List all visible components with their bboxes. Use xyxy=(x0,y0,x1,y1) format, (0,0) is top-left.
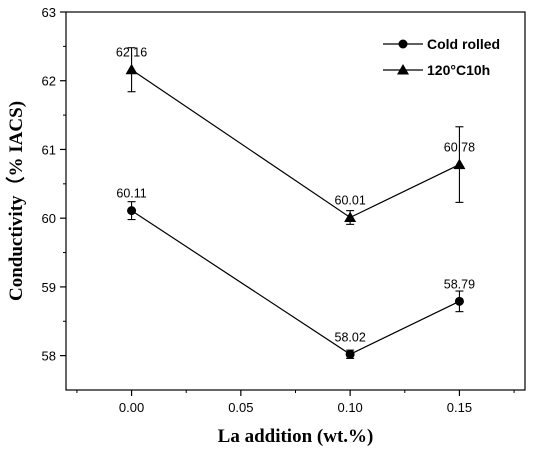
x-tick-label: 0.05 xyxy=(228,400,253,415)
data-point xyxy=(125,63,138,75)
x-tick-label: 0.00 xyxy=(119,400,144,415)
data-label: 58.02 xyxy=(335,330,366,344)
data-label: 60.01 xyxy=(335,193,366,207)
legend: Cold rolled 120°C10h xyxy=(383,36,500,78)
data-point xyxy=(454,296,464,306)
series-line xyxy=(131,210,460,355)
data-point xyxy=(397,64,409,75)
data-point xyxy=(344,211,357,222)
x-tick-label: 0.15 xyxy=(447,400,472,415)
data-point xyxy=(453,158,466,170)
x-axis-ticks: 0.00 0.05 0.10 0.15 xyxy=(76,390,515,415)
legend-label: 120°C10h xyxy=(427,62,490,78)
data-point xyxy=(127,206,137,216)
y-tick-label: 63 xyxy=(42,5,56,20)
y-tick-label: 61 xyxy=(42,142,56,157)
series-layer: 60.11 58.02 58.79 62.16 60.01 60.78 xyxy=(116,46,475,359)
data-label: 60.78 xyxy=(444,141,475,155)
data-point xyxy=(398,39,408,49)
series-120c10h: 62.16 60.01 60.78 xyxy=(116,46,475,225)
y-tick-label: 58 xyxy=(42,349,56,364)
y-tick-label: 62 xyxy=(42,74,56,89)
x-axis-title: La addition (wt.%) xyxy=(218,426,374,447)
legend-label: Cold rolled xyxy=(427,36,500,52)
data-label: 58.79 xyxy=(444,277,475,291)
y-tick-label: 59 xyxy=(42,280,56,295)
data-label: 60.11 xyxy=(116,187,146,201)
y-axis-title: Conductivity（% IACS) xyxy=(4,101,27,301)
data-label: 62.16 xyxy=(116,46,147,60)
series-line xyxy=(131,69,460,219)
series-cold-rolled: 60.11 58.02 58.79 xyxy=(116,187,475,359)
data-point xyxy=(345,349,355,359)
y-tick-label: 60 xyxy=(42,211,56,226)
y-axis-ticks: 58 59 60 61 62 63 xyxy=(42,5,66,364)
x-tick-label: 0.10 xyxy=(337,400,362,415)
